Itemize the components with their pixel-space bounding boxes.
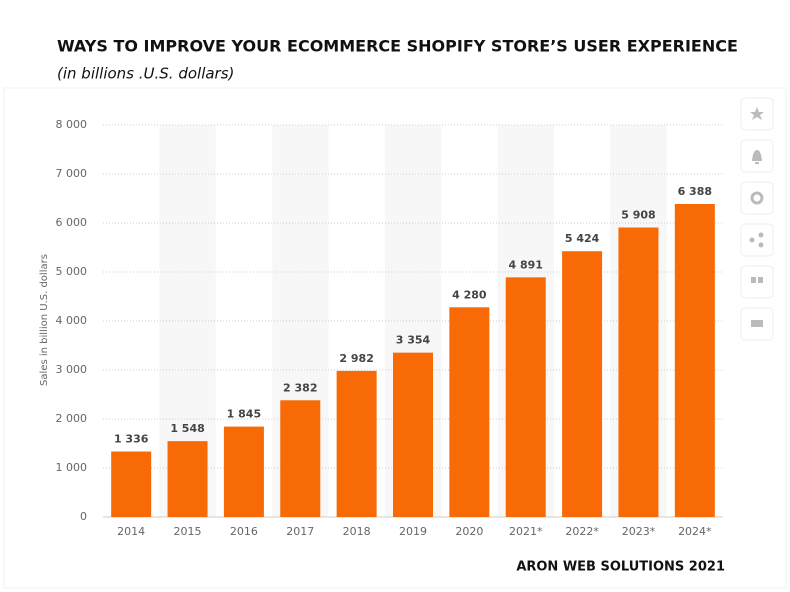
x-tick-label: 2024*: [678, 525, 712, 538]
share-icon: [749, 232, 764, 248]
bar: [618, 227, 659, 517]
data-label: 2 982: [339, 352, 373, 365]
y-tick-label: 1 000: [56, 461, 88, 474]
bar: [505, 277, 546, 517]
data-label: 2 382: [283, 381, 317, 394]
x-tick-label: 2020: [455, 525, 483, 538]
bar: [449, 307, 490, 517]
y-tick-label: 5 000: [56, 265, 88, 278]
x-tick-label: 2019: [399, 525, 427, 538]
x-tick-label: 2015: [174, 525, 202, 538]
chart-title: WAYS TO IMPROVE YOUR ECOMMERCE SHOPIFY S…: [57, 37, 738, 56]
data-label: 1 548: [170, 422, 204, 435]
data-label: 6 388: [678, 185, 712, 198]
x-tick-label: 2014: [117, 525, 145, 538]
bell-icon: [752, 150, 762, 164]
x-tick-label: 2017: [286, 525, 314, 538]
x-tick-label: 2016: [230, 525, 258, 538]
y-tick-label: 2 000: [56, 412, 88, 425]
bar: [167, 441, 208, 517]
side-toolbar: [740, 97, 774, 341]
data-label: 3 354: [396, 334, 431, 347]
x-tick-label: 2021*: [509, 525, 543, 538]
x-tick-label: 2022*: [565, 525, 599, 538]
data-label: 4 280: [452, 288, 487, 301]
y-tick-label: 4 000: [56, 314, 88, 327]
bar: [280, 400, 321, 517]
data-label: 1 336: [114, 433, 149, 446]
gear-icon: [750, 191, 764, 205]
bar: [562, 251, 603, 517]
chart-subtitle: (in billions .U.S. dollars): [57, 65, 234, 83]
data-label: 1 845: [227, 408, 261, 421]
y-axis-label: Sales in billion U.S. dollars: [39, 254, 50, 386]
bar: [111, 451, 152, 517]
bar: [674, 203, 715, 517]
y-tick-label: 8 000: [56, 118, 88, 131]
data-label: 5 424: [565, 232, 600, 245]
y-tick-label: 3 000: [56, 363, 88, 376]
x-tick-label: 2018: [343, 525, 371, 538]
footer: ARON WEB SOLUTIONS 2021: [516, 560, 725, 575]
bar: [393, 352, 433, 517]
bar: [336, 370, 377, 517]
bar: [223, 426, 264, 517]
data-label: 4 891: [509, 258, 543, 271]
y-tick-label: 6 000: [56, 216, 88, 229]
share-button[interactable]: [740, 223, 774, 257]
y-tick-label: 7 000: [56, 167, 88, 180]
print-icon: [751, 320, 763, 327]
quote-icon: [751, 277, 763, 283]
x-tick-label: 2023*: [622, 525, 656, 538]
star-icon: [750, 107, 764, 120]
cite-button[interactable]: [740, 265, 774, 299]
settings-button[interactable]: [740, 181, 774, 215]
y-tick-label: 0: [80, 510, 87, 523]
data-label: 5 908: [621, 209, 655, 222]
